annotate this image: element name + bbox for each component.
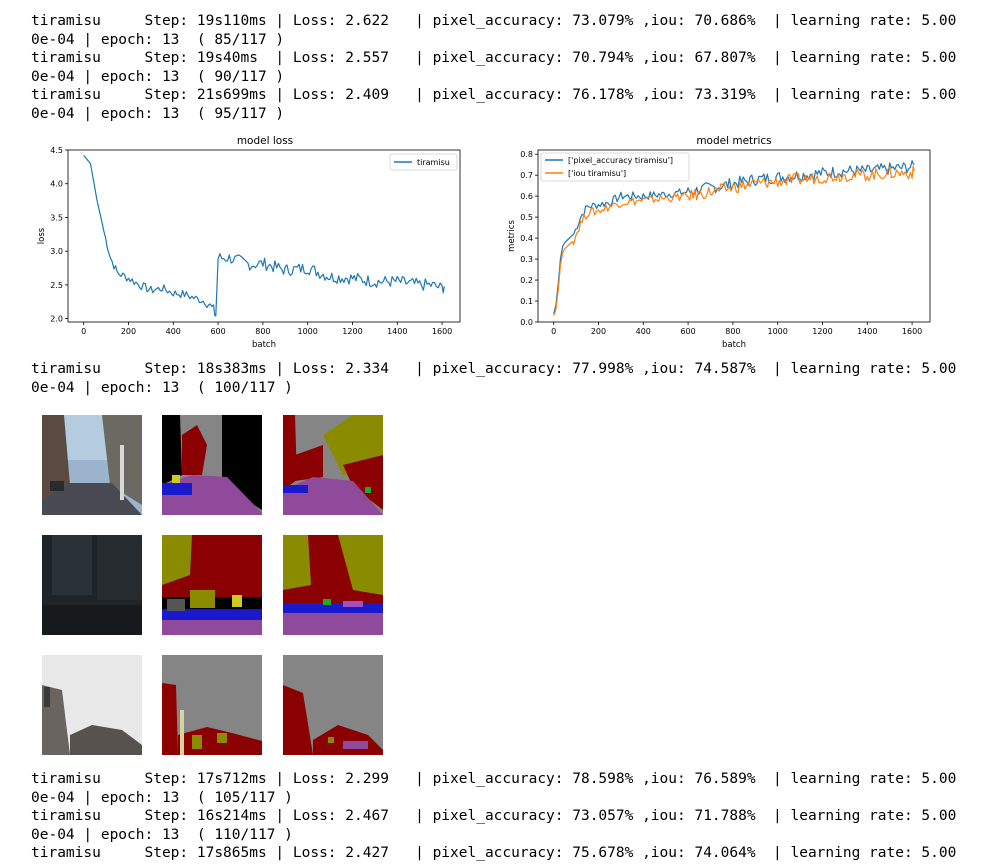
- log-output-before: tiramisu Step: 19s110ms | Loss: 2.622 | …: [31, 12, 956, 123]
- y-tick-label: 0.6: [520, 192, 533, 201]
- input-image: [42, 535, 142, 635]
- y-tick-label: 0.5: [520, 213, 533, 222]
- legend-label: ['pixel_accuracy tiramisu']: [568, 156, 673, 165]
- x-tick-label: 600: [680, 327, 695, 336]
- chart-title: model metrics: [696, 135, 771, 147]
- ground-truth-mask: [162, 535, 262, 635]
- log-line: 0e-04 | epoch: 13 ( 110/117 ): [31, 826, 293, 843]
- y-tick-label: 0.1: [520, 297, 533, 306]
- x-tick-label: 1200: [342, 327, 362, 336]
- x-axis-label: batch: [722, 340, 746, 350]
- input-image: [42, 415, 142, 515]
- y-tick-label: 3.5: [50, 213, 63, 222]
- series-line-0: [83, 155, 445, 317]
- ground-truth-mask: [162, 655, 262, 755]
- legend-label: tiramisu: [417, 158, 450, 167]
- predicted-mask: [283, 415, 383, 515]
- x-tick-label: 1000: [298, 327, 318, 336]
- x-tick-label: 200: [591, 327, 606, 336]
- plot-frame: [537, 149, 931, 323]
- x-tick-label: 800: [725, 327, 740, 336]
- loss-chart: model loss batch loss 0 200 400 600 800 1000 1…: [37, 135, 461, 350]
- y-tick-label: 0.4: [520, 234, 533, 243]
- x-tick-label: 1000: [768, 327, 788, 336]
- y-tick-label: 0.7: [520, 171, 533, 180]
- metrics-chart: model metrics batch metrics 0 200 400 600 80…: [507, 135, 931, 350]
- y-tick-label: 0.8: [520, 150, 533, 159]
- axis-ticks: 0 200 400 600 800 1000 1200 1400 1600 0.0 0.1 0.2 0.…: [520, 150, 922, 336]
- x-tick-label: 400: [166, 327, 181, 336]
- log-output-after: tiramisu Step: 17s712ms | Loss: 2.299 | …: [31, 770, 956, 863]
- x-tick-label: 1600: [432, 327, 452, 336]
- legend-label: ['iou tiramisu']: [568, 169, 626, 178]
- predicted-mask: [283, 655, 383, 755]
- x-tick-label: 1600: [902, 327, 922, 336]
- ground-truth-mask: [162, 415, 262, 515]
- legend: tiramisu: [389, 153, 458, 171]
- x-tick-label: 800: [255, 327, 270, 336]
- log-line: 0e-04 | epoch: 13 ( 100/117 ): [31, 379, 293, 396]
- x-tick-label: 1200: [812, 327, 832, 336]
- x-tick-label: 1400: [857, 327, 877, 336]
- series-lines: [553, 160, 915, 316]
- log-output-middle: tiramisu Step: 18s383ms | Loss: 2.334 | …: [31, 360, 956, 397]
- y-tick-label: 4.5: [50, 146, 63, 155]
- series-line-1: [553, 165, 915, 316]
- series-line-0: [553, 160, 915, 314]
- log-line: tiramisu Step: 19s110ms | Loss: 2.622 | …: [31, 13, 957, 29]
- log-line: 0e-04 | epoch: 13 ( 95/117 ): [31, 105, 285, 122]
- y-tick-label: 0.3: [520, 255, 533, 264]
- log-line: tiramisu Step: 17s865ms | Loss: 2.427 | …: [31, 845, 957, 861]
- x-tick-label: 0: [81, 327, 86, 336]
- y-tick-label: 2.5: [50, 281, 63, 290]
- log-line: tiramisu Step: 19s40ms | Loss: 2.557 | p…: [31, 50, 957, 66]
- log-line: tiramisu Step: 18s383ms | Loss: 2.334 | …: [31, 361, 957, 377]
- axis-ticks: 0 200 400 600 800 1000 1200 1400 1600 2.0 2.5 3.0 3.…: [50, 146, 452, 336]
- chart-title: model loss: [237, 135, 293, 147]
- x-axis-label: batch: [252, 340, 276, 350]
- plot-frame: [67, 149, 461, 323]
- x-tick-label: 0: [551, 327, 556, 336]
- series-lines: [83, 155, 445, 317]
- y-axis-label: metrics: [507, 220, 517, 252]
- y-tick-label: 4.0: [50, 180, 63, 189]
- input-image: [42, 655, 142, 755]
- x-tick-label: 1400: [387, 327, 407, 336]
- y-tick-label: 3.0: [50, 247, 63, 256]
- x-tick-label: 600: [210, 327, 225, 336]
- y-tick-label: 0.2: [520, 276, 533, 285]
- x-tick-label: 400: [636, 327, 651, 336]
- y-axis-label: loss: [37, 227, 47, 244]
- log-line: tiramisu Step: 16s214ms | Loss: 2.467 | …: [31, 808, 957, 824]
- x-tick-label: 200: [121, 327, 136, 336]
- log-line: 0e-04 | epoch: 13 ( 90/117 ): [31, 68, 285, 85]
- predicted-mask: [283, 535, 383, 635]
- log-line: tiramisu Step: 21s699ms | Loss: 2.409 | …: [31, 87, 957, 103]
- legend: ['pixel_accuracy tiramisu'] ['iou tirami…: [540, 152, 690, 182]
- log-line: tiramisu Step: 17s712ms | Loss: 2.299 | …: [31, 771, 957, 787]
- log-line: 0e-04 | epoch: 13 ( 85/117 ): [31, 31, 285, 48]
- log-line: 0e-04 | epoch: 13 ( 105/117 ): [31, 789, 293, 806]
- y-tick-label: 2.0: [50, 315, 63, 324]
- y-tick-label: 0.0: [520, 318, 533, 327]
